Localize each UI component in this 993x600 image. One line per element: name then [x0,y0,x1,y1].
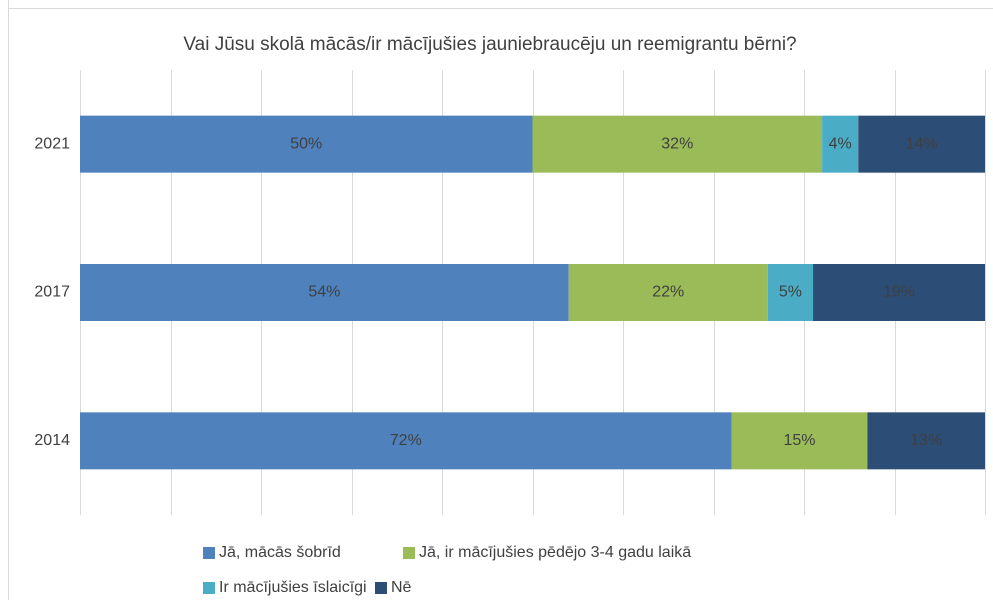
data-label: 14% [906,135,938,152]
bar-segment [568,264,768,321]
bar-segment [532,115,823,173]
legend-swatch [203,547,215,559]
data-label: 19% [883,284,915,301]
data-label: 5% [779,284,802,301]
data-label: 22% [652,284,684,301]
data-label: 72% [390,432,422,449]
y-tick-label: 2014 [34,432,70,449]
y-tick-label: 2017 [34,284,70,301]
bar-segment [80,115,533,173]
data-label: 13% [910,432,942,449]
legend-label: Jā, ir mācījušies pēdējo 3-4 gadu laikā [419,544,691,561]
data-label: 32% [661,135,693,152]
data-label: 15% [783,432,815,449]
bar-segment [80,412,732,470]
chart-title: Vai Jūsu skolā mācās/ir mācījušies jauni… [183,34,796,55]
legend-label: Nē [391,579,412,596]
bar-segment [813,264,985,321]
bar-segment [731,412,868,470]
data-label: 54% [308,284,340,301]
bar-segment [858,115,985,173]
legend-swatch [375,582,387,594]
data-label: 50% [290,135,322,152]
bar-segment [80,264,569,321]
bar-segment [867,412,985,470]
legend-label: Jā, mācās šobrīd [219,544,341,561]
data-label: 4% [829,135,852,152]
legend-label: Ir mācījušies īslaicīgi [219,579,367,596]
bar-segment [822,115,859,173]
y-tick-label: 2021 [34,135,70,152]
legend-swatch [203,582,215,594]
bar-segment [767,264,814,321]
legend-swatch [403,547,415,559]
